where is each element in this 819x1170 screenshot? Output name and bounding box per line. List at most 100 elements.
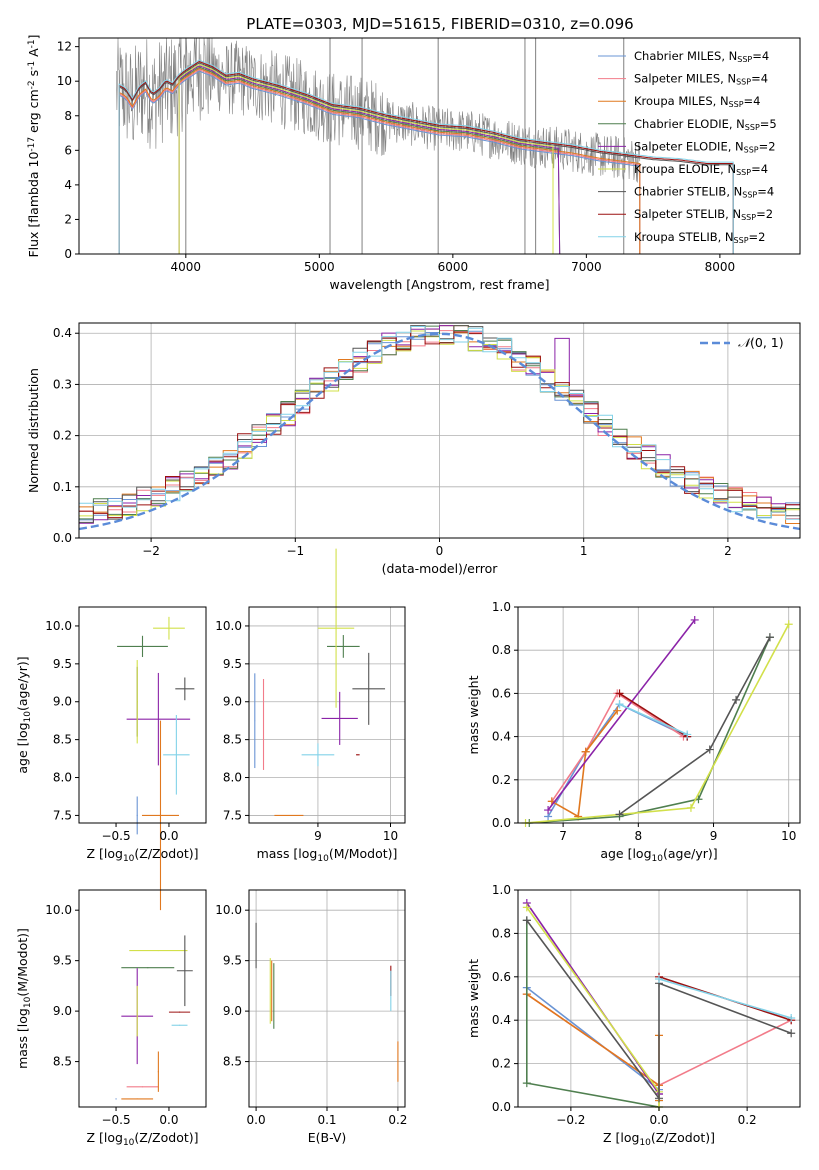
legend-entry: Chabrier STELIB, NSSP​=4 — [634, 185, 774, 200]
data-point-marker — [615, 700, 624, 709]
y-tick-label: 0.8 — [492, 926, 511, 940]
data-point-marker — [765, 633, 774, 642]
y-tick-label: 0.2 — [53, 429, 72, 443]
x-tick-label: 1 — [580, 544, 588, 558]
x-tick-label: 8 — [634, 829, 642, 843]
axes-frame: −0.2 0.0 0.2 0.0 0.2 0.4 0.6 0.8 1.0 — [492, 883, 801, 1127]
mass-weight-line — [551, 710, 618, 818]
x-tick-label: 7 — [559, 829, 567, 843]
y-tick-label: 9.5 — [53, 954, 72, 968]
axes-frame: −0.5 0.0 8.5 9.0 9.5 10.0 — [45, 889, 207, 1127]
plot-area — [116, 37, 734, 255]
x-tick-label: −1 — [286, 544, 304, 558]
y-tick-label: 10.0 — [215, 903, 242, 917]
y-tick-label: 0.0 — [492, 816, 511, 830]
y-tick-label: 0.4 — [492, 730, 511, 744]
y-tick-label: 7.5 — [223, 808, 242, 822]
legend-entry: Salpeter STELIB, NSSP​=2 — [634, 207, 773, 222]
legend-entry: Kroupa STELIB, NSSP​=2 — [634, 230, 765, 245]
legend-entry: Salpeter ELODIE, NSSP​=2 — [634, 139, 776, 154]
y-tick-label: 0.2 — [492, 1057, 511, 1071]
histogram-steps — [79, 326, 800, 520]
x-tick-label: 0.0 — [159, 829, 178, 843]
mass-weight-line — [619, 636, 771, 816]
mass-weight-vs-age-panel: 7 8 9 10 0.0 0.2 0.4 0.6 0.8 1.0 age [log10​(age/y… — [466, 600, 801, 864]
y-axis-label: age [log10​(age/yr)] — [15, 656, 33, 773]
data-point-marker — [581, 747, 590, 756]
x-axis-label: age [log10​(age/yr)] — [600, 846, 717, 864]
y-tick-label: 8 — [64, 109, 72, 123]
axes-border — [78, 37, 801, 255]
data-point-marker — [787, 1014, 796, 1023]
residual-legend: 𝒩(0, 1) — [700, 335, 784, 350]
residual-histogram-panel: −2 −1 0 1 2 0.0 0.1 0.2 0.3 0.4 (data-model)/error… — [26, 322, 801, 576]
y-tick-label: 0.4 — [53, 326, 72, 340]
model-fit-line — [178, 64, 554, 254]
data-point-marker — [544, 806, 553, 815]
model-fit-line — [178, 66, 561, 255]
plot-area — [521, 615, 793, 827]
y-axis-label: Normed distribution — [26, 368, 41, 493]
y-tick-label: 0.0 — [492, 1100, 511, 1114]
data-point-marker — [522, 903, 531, 912]
axes-frame: 7 8 9 10 0.0 0.2 0.4 0.6 0.8 1.0 — [492, 600, 801, 843]
mass-weight-line — [619, 703, 688, 736]
y-axis-label: mass [log10​(M/M​odot)] — [15, 928, 33, 1069]
legend-entry: Kroupa MILES, NSSP​=4 — [634, 94, 760, 109]
model-fit-line — [118, 60, 734, 254]
y-tick-label: 0.2 — [492, 773, 511, 787]
mass-vs-metallicity-panel: −0.5 0.0 8.5 9.0 9.5 10.0 Z [log10​(Z/Z​odot)]… — [15, 889, 207, 1148]
model-fit-line — [118, 67, 641, 254]
figure-title: PLATE=0303, MJD=51615, FIBERID=0310, z=0… — [246, 15, 633, 33]
x-tick-label: −2 — [142, 544, 160, 558]
y-tick-label: 8.5 — [223, 733, 242, 747]
y-tick-label: 1.0 — [492, 883, 511, 897]
data-point-marker — [522, 1079, 531, 1088]
model-fit-line — [118, 70, 641, 254]
x-tick-label: 0.2 — [388, 1113, 407, 1127]
axes-border — [517, 606, 801, 824]
legend-entry: Chabrier ELODIE, NSSP​=5 — [634, 117, 777, 132]
mass-weight-vs-metallicity-panel: −0.2 0.0 0.2 0.0 0.2 0.4 0.6 0.8 1.0 Z [log10​(Z/… — [466, 883, 801, 1148]
y-tick-label: 9.5 — [53, 657, 72, 671]
y-tick-label: 7.5 — [53, 808, 72, 822]
mass-weight-line — [547, 619, 696, 811]
y-tick-label: 8.0 — [53, 771, 72, 785]
data-point-marker — [683, 730, 692, 739]
mass-weight-line — [551, 692, 684, 802]
y-tick-label: 10 — [57, 74, 72, 88]
data-point-marker — [522, 916, 531, 925]
x-tick-label: −0.5 — [101, 1113, 130, 1127]
y-tick-label: 6 — [64, 143, 72, 157]
y-tick-label: 0.1 — [53, 480, 72, 494]
y-axis-label: mass weight — [466, 675, 481, 754]
axes-border — [78, 889, 207, 1108]
plot-area — [254, 548, 386, 816]
histogram-steps — [79, 325, 800, 517]
x-tick-label: 10 — [383, 829, 398, 843]
y-tick-label: 0.4 — [492, 1013, 511, 1027]
y-tick-label: 9.0 — [223, 695, 242, 709]
spectrum-panel: 4000 5000 6000 7000 8000 0 2 4 6 8 10 12 wavelength … — [26, 34, 801, 292]
y-tick-label: 0 — [64, 247, 72, 261]
x-axis-label: Z [log10​(Z/Z​odot)] — [86, 846, 198, 864]
x-tick-label: 4000 — [171, 260, 202, 274]
age-vs-mass-panel: 9 10 7.5 8.0 8.5 9.0 9.5 10.0 mass [log10​(M/M​o… — [215, 548, 406, 864]
mass-weight-line — [526, 919, 792, 1101]
y-axis-label: mass weight — [466, 959, 481, 1038]
y-tick-label: 10.0 — [45, 903, 72, 917]
data-point-marker — [784, 620, 793, 629]
y-axis-label: Flux [f​lambda 10-17​ erg cm-2​ s-1​ A-1… — [26, 34, 41, 257]
y-tick-label: 9.5 — [223, 954, 242, 968]
model-fit-line — [118, 69, 641, 254]
y-tick-label: 8.0 — [223, 771, 242, 785]
axes-border — [248, 606, 406, 824]
data-point-marker — [686, 803, 695, 812]
y-tick-label: 9.0 — [53, 1004, 72, 1018]
y-tick-label: 0.6 — [492, 686, 511, 700]
x-axis-label: Z [log10​(Z/Z​odot)] — [603, 1130, 715, 1148]
x-axis-label: (data-model)/error — [382, 561, 499, 576]
age-vs-metallicity-panel: −0.5 0.0 7.5 8.0 8.5 9.0 9.5 10.0 Z [log10​(Z/Z​… — [15, 606, 207, 911]
model-fit-line — [178, 65, 561, 255]
